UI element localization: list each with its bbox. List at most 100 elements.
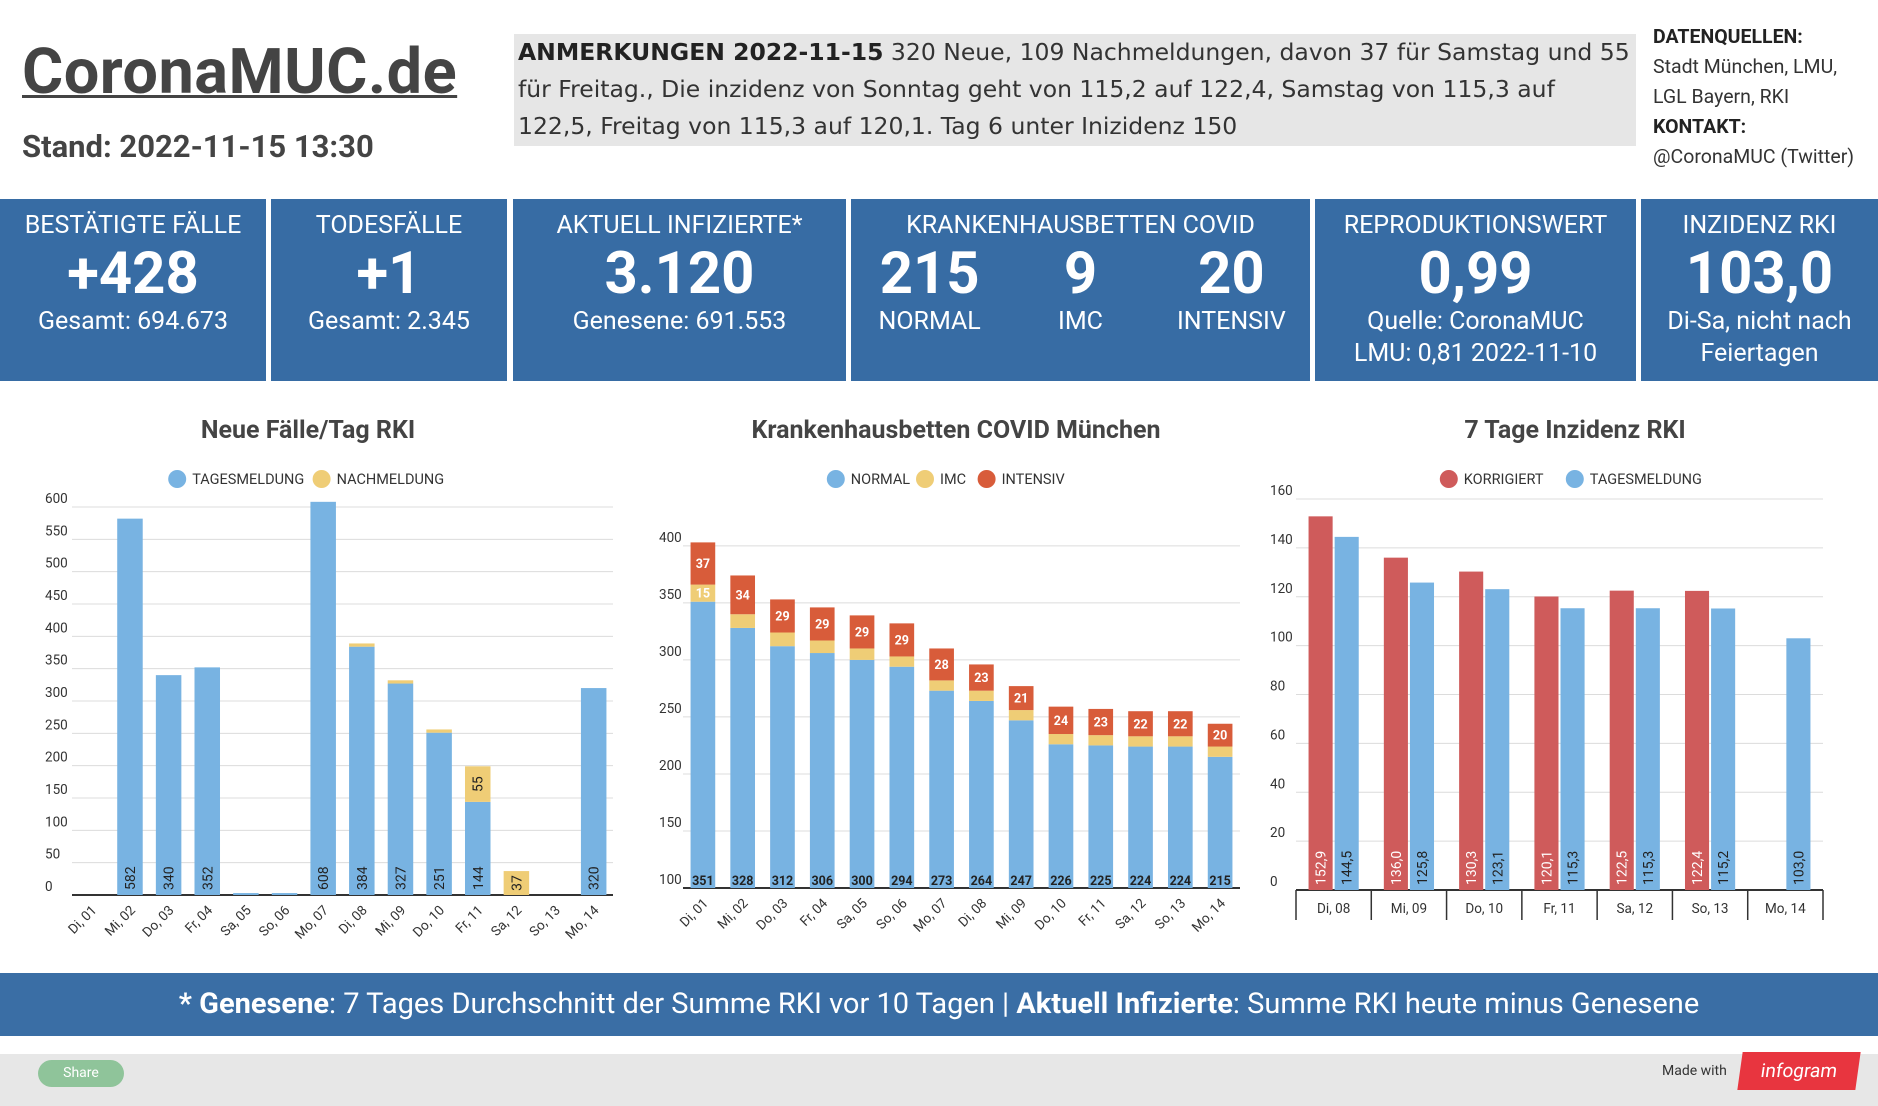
bar <box>770 632 795 647</box>
x-tick-label: Sa, 12 <box>488 902 525 939</box>
data-label: 312 <box>772 874 794 889</box>
bar <box>233 893 259 895</box>
y-tick-label: 250 <box>659 701 682 717</box>
bar <box>1048 744 1074 888</box>
made-with: Made with <box>1662 1063 1727 1079</box>
bar <box>503 871 530 895</box>
x-tick-label: Di, 08 <box>955 896 990 931</box>
kpi-value: 215 <box>879 240 980 308</box>
site-title[interactable]: CoronaMUC.de <box>22 36 458 109</box>
bar <box>849 615 875 649</box>
stand: Stand: 2022-11-15 13:30 <box>22 128 374 165</box>
data-label: 115,3 <box>1566 851 1582 885</box>
bar <box>969 700 994 888</box>
bar <box>1308 516 1333 890</box>
legend-label: TAGESMELDUNG <box>192 471 304 488</box>
data-label: 294 <box>891 874 913 889</box>
y-tick-label: 50 <box>45 847 60 863</box>
kpi-value: 9 <box>1063 240 1098 308</box>
sources-label: DATENQUELLEN: <box>1653 25 1803 48</box>
y-tick-label: 200 <box>45 750 68 766</box>
kpi-title: REPRODUKTIONSWERT <box>1343 211 1608 240</box>
data-label: 122,4 <box>1690 851 1706 885</box>
bar <box>889 623 915 657</box>
bar <box>1008 710 1034 721</box>
x-tick-label: Mo, 14 <box>1765 901 1806 917</box>
chart-title: 7 Tage Inzidenz RKI <box>1464 416 1685 445</box>
data-label: 384 <box>355 866 371 890</box>
data-label: 152,9 <box>1314 851 1330 885</box>
legend-marker <box>826 470 845 488</box>
contact: @CoronaMUC (Twitter) <box>1653 145 1855 168</box>
brand-link[interactable]: infogram <box>1737 1052 1861 1090</box>
kpi-sub: Gesamt: 2.345 <box>308 307 470 336</box>
data-label: 29 <box>815 617 829 632</box>
legend-marker <box>916 470 934 488</box>
y-tick-label: 550 <box>45 523 68 539</box>
bar <box>809 640 835 654</box>
bar <box>1635 608 1660 890</box>
legend-label: NORMAL <box>851 471 911 488</box>
bar <box>969 690 994 701</box>
bar <box>1684 590 1710 890</box>
bar <box>969 664 994 691</box>
kpi-sub: Di-Sa, nicht nach Feiertagen <box>1667 307 1852 368</box>
chart-title: Neue Fälle/Tag RKI <box>201 416 415 445</box>
kpi-box: INZIDENZ RKI 103,0 Di-Sa, nicht nach Fei… <box>1641 199 1878 381</box>
bar <box>1560 608 1585 890</box>
data-label: 352 <box>200 866 216 890</box>
bar <box>929 648 954 681</box>
share-button[interactable]: Share <box>38 1060 124 1087</box>
footer-banner: * Genesene: 7 Tages Durchschnitt der Sum… <box>0 973 1878 1036</box>
x-tick-label: Fr, 11 <box>1075 896 1109 930</box>
y-tick-label: 300 <box>659 644 682 660</box>
y-tick-label: 250 <box>45 717 68 733</box>
footer-bold: * Genesene <box>178 987 329 1021</box>
legend-marker <box>1439 470 1458 488</box>
y-tick-label: 80 <box>1270 679 1285 695</box>
bar <box>155 675 182 895</box>
data-label: 29 <box>855 625 869 640</box>
bar <box>1207 746 1233 757</box>
y-tick-label: 600 <box>45 491 68 507</box>
x-tick-label: Mo, 14 <box>1189 895 1229 935</box>
bar <box>1207 723 1233 747</box>
kpi-sub: Gesamt: 694.673 <box>37 307 229 336</box>
data-label: 136,0 <box>1389 851 1405 885</box>
bar <box>1786 638 1811 890</box>
y-tick-label: 300 <box>45 685 68 701</box>
data-label: 306 <box>811 874 833 889</box>
bar <box>580 688 607 895</box>
legend-marker <box>168 470 187 488</box>
footer-text: : Summe RKI heute minus Genesene <box>1232 987 1700 1021</box>
kpi-sub: INTENSIV <box>1176 307 1286 336</box>
data-label: 582 <box>123 866 139 890</box>
x-tick-label: Mo, 14 <box>562 902 602 942</box>
data-label: 28 <box>934 658 948 673</box>
data-label: 24 <box>1054 714 1068 729</box>
data-label: 22 <box>1133 717 1147 732</box>
bar <box>809 653 835 888</box>
data-label: 115,3 <box>1641 851 1657 885</box>
bar <box>690 601 716 888</box>
data-label: 351 <box>692 874 714 889</box>
y-tick-label: 350 <box>659 587 682 603</box>
x-tick-label: Di, 01 <box>677 896 712 931</box>
data-label: 125,8 <box>1415 851 1431 885</box>
x-tick-label: Di, 08 <box>336 903 371 938</box>
legend-label: KORRIGIERT <box>1464 471 1544 488</box>
data-label: 20 <box>1213 729 1227 744</box>
bar <box>730 575 756 615</box>
bar <box>426 732 452 895</box>
kpi-sub: NORMAL <box>878 307 981 336</box>
x-tick-label: Fr, 04 <box>797 895 831 929</box>
data-label: 215 <box>1209 874 1231 889</box>
bar <box>730 627 756 888</box>
kpi-box: BESTÄTIGTE FÄLLE +428 Gesamt: 694.673 <box>0 199 266 381</box>
data-label: 340 <box>162 866 178 890</box>
x-tick-label: Do, 03 <box>753 896 791 934</box>
x-tick-label: Mi, 09 <box>1391 901 1427 917</box>
y-tick-label: 100 <box>659 872 682 888</box>
bar <box>849 648 875 660</box>
